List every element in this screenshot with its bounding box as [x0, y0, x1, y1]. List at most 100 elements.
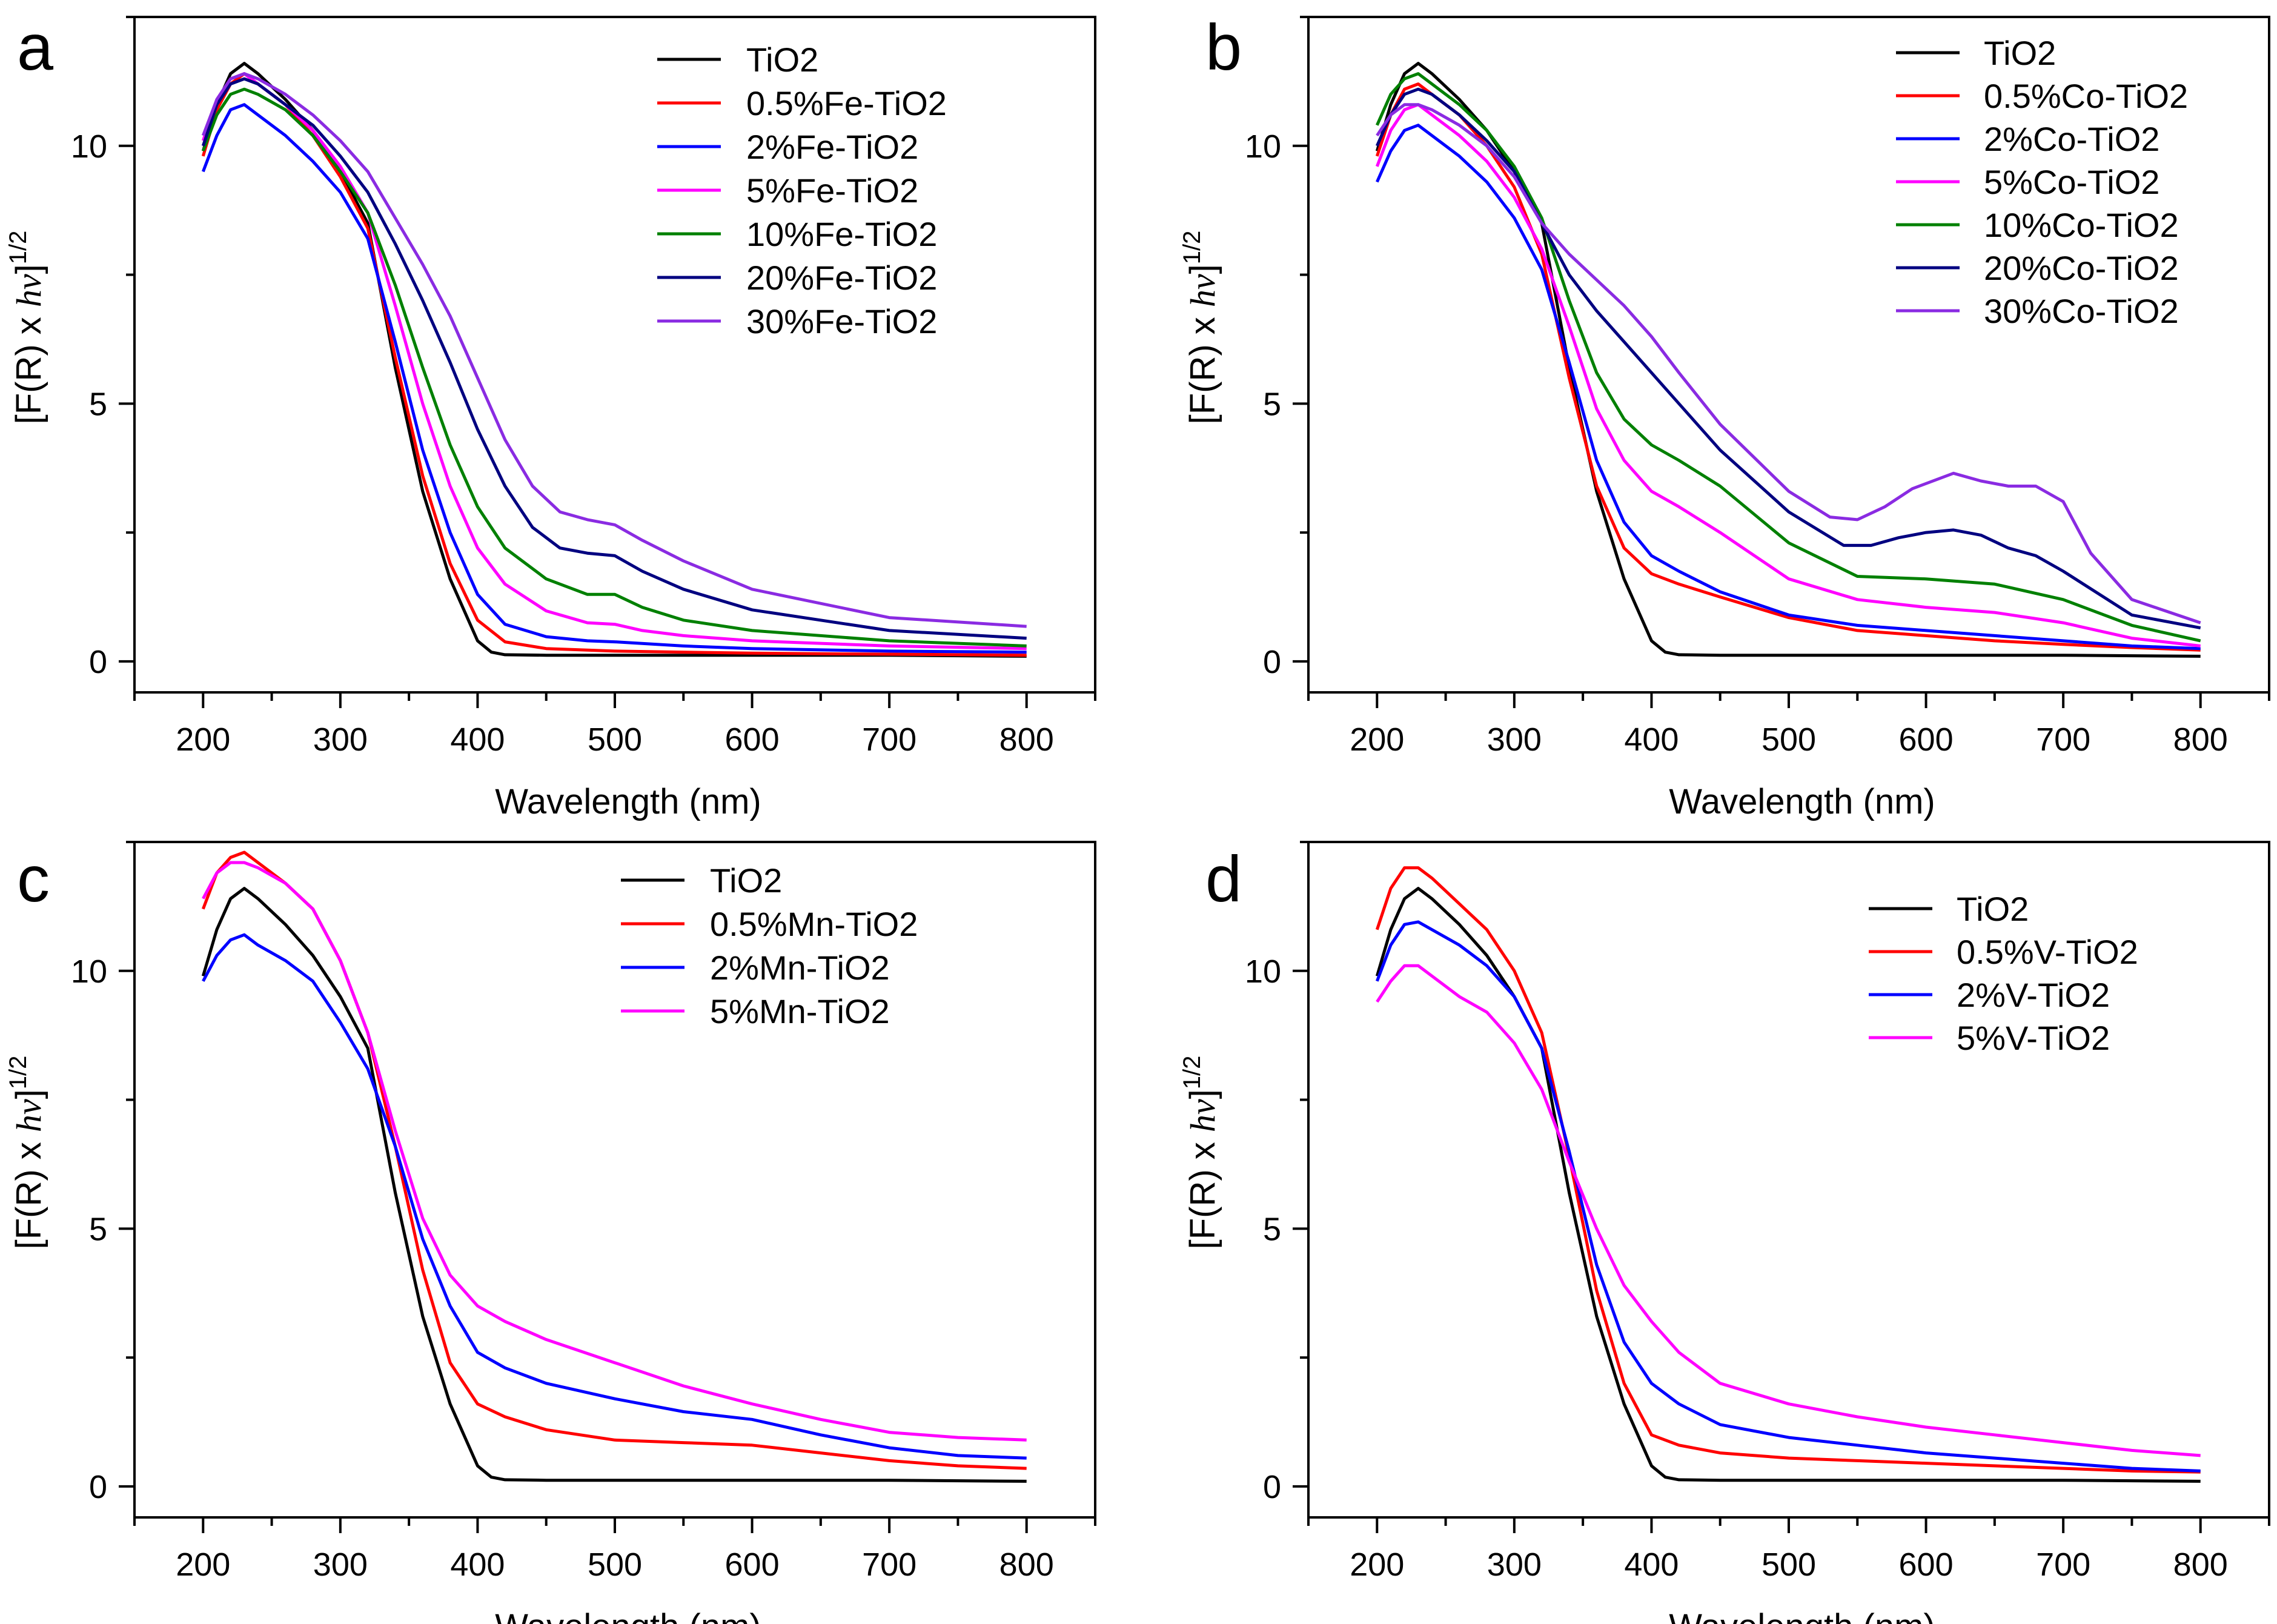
- x-axis-label: Wavelength (nm): [1669, 782, 1935, 821]
- series-line-30%Fe-TiO2: [201, 72, 1027, 628]
- legend-label: TiO2: [710, 861, 782, 900]
- x-tick-label: 400: [1624, 1546, 1679, 1583]
- y-tick-label: 5: [89, 1211, 107, 1247]
- legend-label: 0.5%Mn-TiO2: [710, 905, 918, 943]
- series-line-10%Co-TiO2: [1376, 72, 2201, 643]
- x-tick-label: 300: [313, 721, 368, 758]
- series-line-0.5%Co-TiO2: [1375, 82, 2201, 652]
- x-tick-label: 200: [1350, 721, 1404, 758]
- x-tick-label: 800: [2173, 1546, 2228, 1583]
- x-axis-label: Wavelength (nm): [1669, 1607, 1935, 1624]
- y-label-close: ]: [9, 264, 48, 274]
- y-axis-label: [F(R) x hν]1/2: [1179, 231, 1222, 425]
- y-tick-label: 5: [1263, 1211, 1281, 1247]
- legend: TiO2 0.5%Fe-TiO2 2%Fe-TiO2 5%Fe-TiO2 10%Fe-T…: [657, 41, 947, 340]
- plot-frame: [133, 841, 1096, 1519]
- series-line-2%V-TiO2: [1375, 920, 2201, 1473]
- y-tick-label: 0: [1263, 644, 1281, 680]
- y-tick-label: 10: [71, 128, 107, 165]
- legend-label: TiO2: [1984, 34, 2056, 72]
- legend-label: 10%Fe-TiO2: [746, 215, 937, 253]
- y-label-superscript: 1/2: [1179, 231, 1205, 265]
- y-tick-label: 5: [1263, 386, 1281, 422]
- y-label-close: ]: [9, 1089, 48, 1099]
- series-line-0.5%Mn-TiO2: [201, 850, 1027, 1470]
- legend-label: 20%Fe-TiO2: [746, 259, 937, 297]
- plot-frame: [133, 16, 1096, 694]
- y-tick-label: 10: [1245, 953, 1281, 990]
- x-tick-label: 500: [588, 721, 642, 758]
- legend-label: 0.5%Co-TiO2: [1984, 77, 2188, 115]
- y-label-main: [F(R) x: [9, 1132, 48, 1249]
- y-tick-label: 0: [1263, 1469, 1281, 1505]
- x-tick-label: 200: [176, 1546, 230, 1583]
- x-axis-label: Wavelength (nm): [495, 1607, 761, 1624]
- y-tick-label: 10: [71, 953, 107, 990]
- legend-label: 10%Co-TiO2: [1984, 206, 2179, 244]
- legend-label: 30%Co-TiO2: [1984, 292, 2179, 330]
- y-label-italic: hν: [9, 1099, 48, 1132]
- series-line-2%Mn-TiO2: [202, 933, 1027, 1460]
- legend-label: 5%V-TiO2: [1957, 1019, 2110, 1057]
- y-axis-label: [F(R) x hν]1/2: [5, 1056, 48, 1250]
- x-tick-label: 300: [313, 1546, 368, 1583]
- series-line-5%Co-TiO2: [1375, 103, 2201, 648]
- legend: TiO2 0.5%Mn-TiO2 2%Mn-TiO2 5%Mn-TiO2: [621, 861, 918, 1030]
- x-tick-label: 600: [1899, 721, 1954, 758]
- legend: TiO2 0.5%Co-TiO2 2%Co-TiO2 5%Co-TiO2 10%Co-T…: [1896, 34, 2188, 330]
- y-axis-label: [F(R) x hν]1/2: [1179, 1056, 1222, 1250]
- x-tick-label: 300: [1487, 1546, 1542, 1583]
- series-line-5%Mn-TiO2: [202, 861, 1027, 1442]
- legend-label: 2%V-TiO2: [1957, 976, 2110, 1014]
- x-tick-label: 700: [862, 721, 916, 758]
- y-tick-label: 5: [89, 386, 107, 422]
- series-line-TiO2: [201, 62, 1027, 658]
- chart-panel-d: d 200 300 400 500 600 700 800 0 5 10 Wavelength (nm…: [1179, 841, 2270, 1624]
- y-tick-label: 0: [89, 1469, 107, 1505]
- y-label-close: ]: [1183, 264, 1222, 274]
- series-line-30%Co-TiO2: [1376, 103, 2201, 625]
- x-tick-label: 500: [1762, 1546, 1816, 1583]
- legend-label: 5%Co-TiO2: [1984, 163, 2159, 201]
- legend-label: 2%Fe-TiO2: [746, 128, 918, 166]
- series-line-TiO2: [1375, 887, 2201, 1483]
- legend-label: 5%Mn-TiO2: [710, 992, 890, 1030]
- legend-label: 0.5%Fe-TiO2: [746, 84, 947, 122]
- x-axis-label: Wavelength (nm): [495, 782, 761, 821]
- y-label-superscript: 1/2: [5, 231, 31, 265]
- legend: TiO2 0.5%V-TiO2 2%V-TiO2 5%V-TiO2: [1869, 890, 2138, 1057]
- series-line-0.5%V-TiO2: [1375, 866, 2201, 1474]
- x-tick-label: 800: [999, 721, 1054, 758]
- x-tick-label: 600: [725, 721, 780, 758]
- y-tick-label: 10: [1245, 128, 1281, 165]
- legend-label: 5%Fe-TiO2: [746, 171, 918, 210]
- y-label-close: ]: [1183, 1089, 1222, 1099]
- legend-label: 20%Co-TiO2: [1984, 249, 2179, 287]
- x-tick-label: 500: [1762, 721, 1816, 758]
- panel-letter: b: [1205, 10, 1242, 84]
- series-line-TiO2: [201, 887, 1027, 1483]
- series-line-20%Fe-TiO2: [201, 77, 1027, 640]
- series-line-5%V-TiO2: [1376, 964, 2201, 1457]
- y-label-main: [F(R) x: [1183, 307, 1222, 424]
- x-tick-label: 200: [1350, 1546, 1404, 1583]
- legend-label: TiO2: [1957, 890, 2029, 928]
- x-tick-label: 700: [862, 1546, 916, 1583]
- x-tick-label: 600: [1899, 1546, 1954, 1583]
- y-label-superscript: 1/2: [5, 1056, 31, 1090]
- x-tick-label: 400: [1624, 721, 1679, 758]
- series-line-5%Fe-TiO2: [201, 72, 1027, 651]
- x-tick-label: 400: [450, 1546, 505, 1583]
- legend-label: 30%Fe-TiO2: [746, 302, 937, 340]
- x-tick-label: 600: [725, 1546, 780, 1583]
- y-tick-label: 0: [89, 644, 107, 680]
- x-tick-label: 800: [2173, 721, 2228, 758]
- y-label-italic: hν: [1183, 274, 1222, 307]
- chart-panel-a: a 200 300 400 500 600 700 800 0 5 10 Wavelength (nm…: [5, 10, 1096, 821]
- y-label-superscript: 1/2: [1179, 1056, 1205, 1090]
- legend-label: 2%Co-TiO2: [1984, 120, 2159, 158]
- x-tick-label: 700: [2036, 721, 2090, 758]
- x-tick-label: 300: [1487, 721, 1542, 758]
